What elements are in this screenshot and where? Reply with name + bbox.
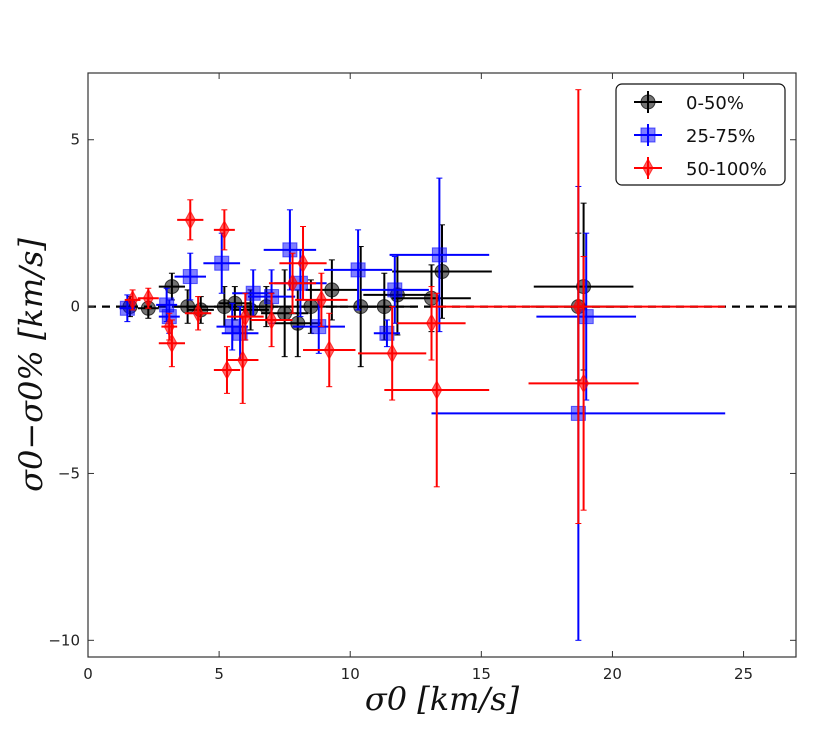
legend: 0-50% 25-75% 50-100% (615, 83, 786, 186)
data-point (237, 349, 249, 371)
y-axis-label: σ0−σ0% [km/s] (12, 238, 50, 492)
data-point (315, 289, 327, 310)
y-tick-label: 5 (70, 131, 80, 149)
data-point (350, 262, 366, 278)
data-point (434, 264, 450, 280)
y-tick-label: 0 (70, 298, 80, 316)
data-point (286, 273, 299, 294)
series-25-75% (119, 177, 726, 641)
data-point (425, 313, 438, 334)
x-axis-ticks: 0 5 10 15 20 25 (83, 73, 753, 683)
data-point (297, 253, 309, 274)
y-tick-label: −5 (58, 464, 80, 482)
data-point (164, 279, 180, 295)
y-axis-ticks: −10 −5 0 5 (48, 131, 796, 649)
data-point (239, 306, 251, 327)
legend-marker (640, 94, 656, 110)
data-point (127, 289, 139, 310)
data-point (578, 373, 590, 394)
data-point (265, 309, 278, 330)
legend-label: 50-100% (686, 159, 767, 180)
x-axis-label: σ0 [km/s] (365, 680, 520, 718)
data-point (323, 339, 335, 361)
data-point (166, 333, 178, 354)
plot-frame (87, 72, 797, 658)
data-point (180, 299, 196, 315)
legend-label: 25-75% (686, 126, 755, 147)
x-tick-label: 10 (341, 665, 360, 683)
plot-area (88, 89, 796, 641)
data-point (379, 325, 395, 341)
series-50-100% (124, 89, 726, 525)
x-tick-label: 0 (83, 665, 93, 683)
data-point (184, 209, 196, 230)
data-point (572, 296, 584, 317)
data-point (290, 315, 306, 331)
data-point (282, 242, 298, 258)
data-point (214, 255, 230, 271)
data-point (386, 343, 398, 364)
data-point (431, 379, 443, 401)
data-point (303, 299, 319, 315)
x-tick-label: 25 (734, 665, 753, 683)
data-point (182, 269, 198, 285)
data-point (431, 247, 447, 263)
x-tick-label: 15 (472, 665, 491, 683)
data-point (324, 282, 340, 298)
legend-label: 0-50% (686, 93, 744, 114)
data-point (387, 282, 403, 298)
x-tick-label: 5 (214, 665, 224, 683)
y-tick-label: −10 (48, 631, 80, 649)
data-point (578, 309, 594, 325)
data-point (142, 288, 154, 309)
legend-marker (640, 127, 656, 143)
data-point (192, 303, 204, 324)
data-point (218, 219, 230, 240)
legend-marker (642, 157, 654, 179)
x-tick-label: 20 (603, 665, 622, 683)
data-point (221, 359, 233, 381)
legend-box (615, 83, 786, 186)
